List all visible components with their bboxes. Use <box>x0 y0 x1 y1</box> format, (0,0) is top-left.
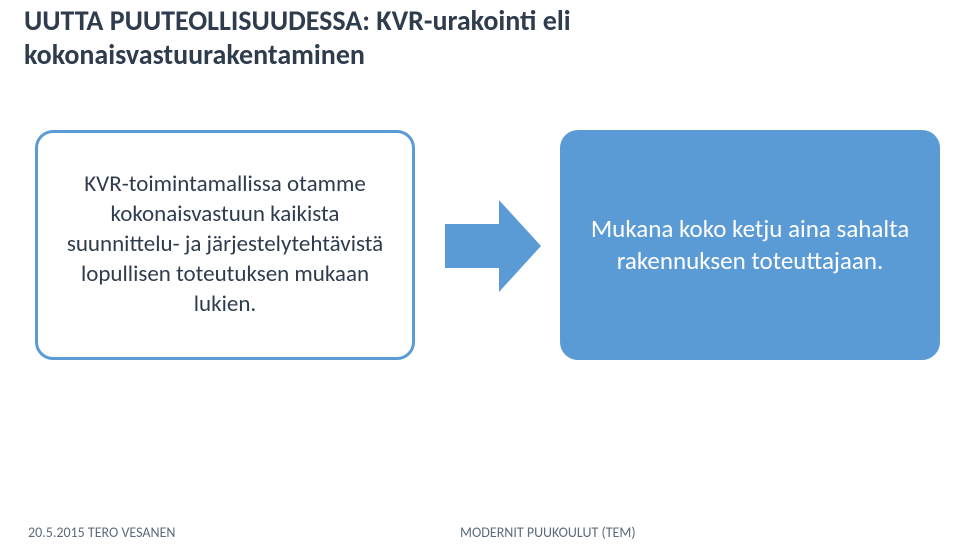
left-info-box: KVR-toimintamallissa otamme kokonaisvast… <box>35 130 415 360</box>
footer-right: MODERNIT PUUKOULUT (TEM) <box>460 524 636 541</box>
footer-left: 20.5.2015 TERO VESANEN <box>28 524 175 541</box>
title-line-2: kokonaisvastuurakentaminen <box>24 38 571 72</box>
right-info-box: Mukana koko ketju aina sahalta rakennuks… <box>560 130 940 360</box>
arrow-icon <box>445 200 541 297</box>
page-title: UUTTA PUUTEOLLISUUDESSA: KVR-urakointi e… <box>24 4 571 71</box>
title-line-1: UUTTA PUUTEOLLISUUDESSA: KVR-urakointi e… <box>24 4 571 38</box>
right-box-text: Mukana koko ketju aina sahalta rakennuks… <box>585 213 915 278</box>
left-box-text: KVR-toimintamallissa otamme kokonaisvast… <box>60 170 390 319</box>
